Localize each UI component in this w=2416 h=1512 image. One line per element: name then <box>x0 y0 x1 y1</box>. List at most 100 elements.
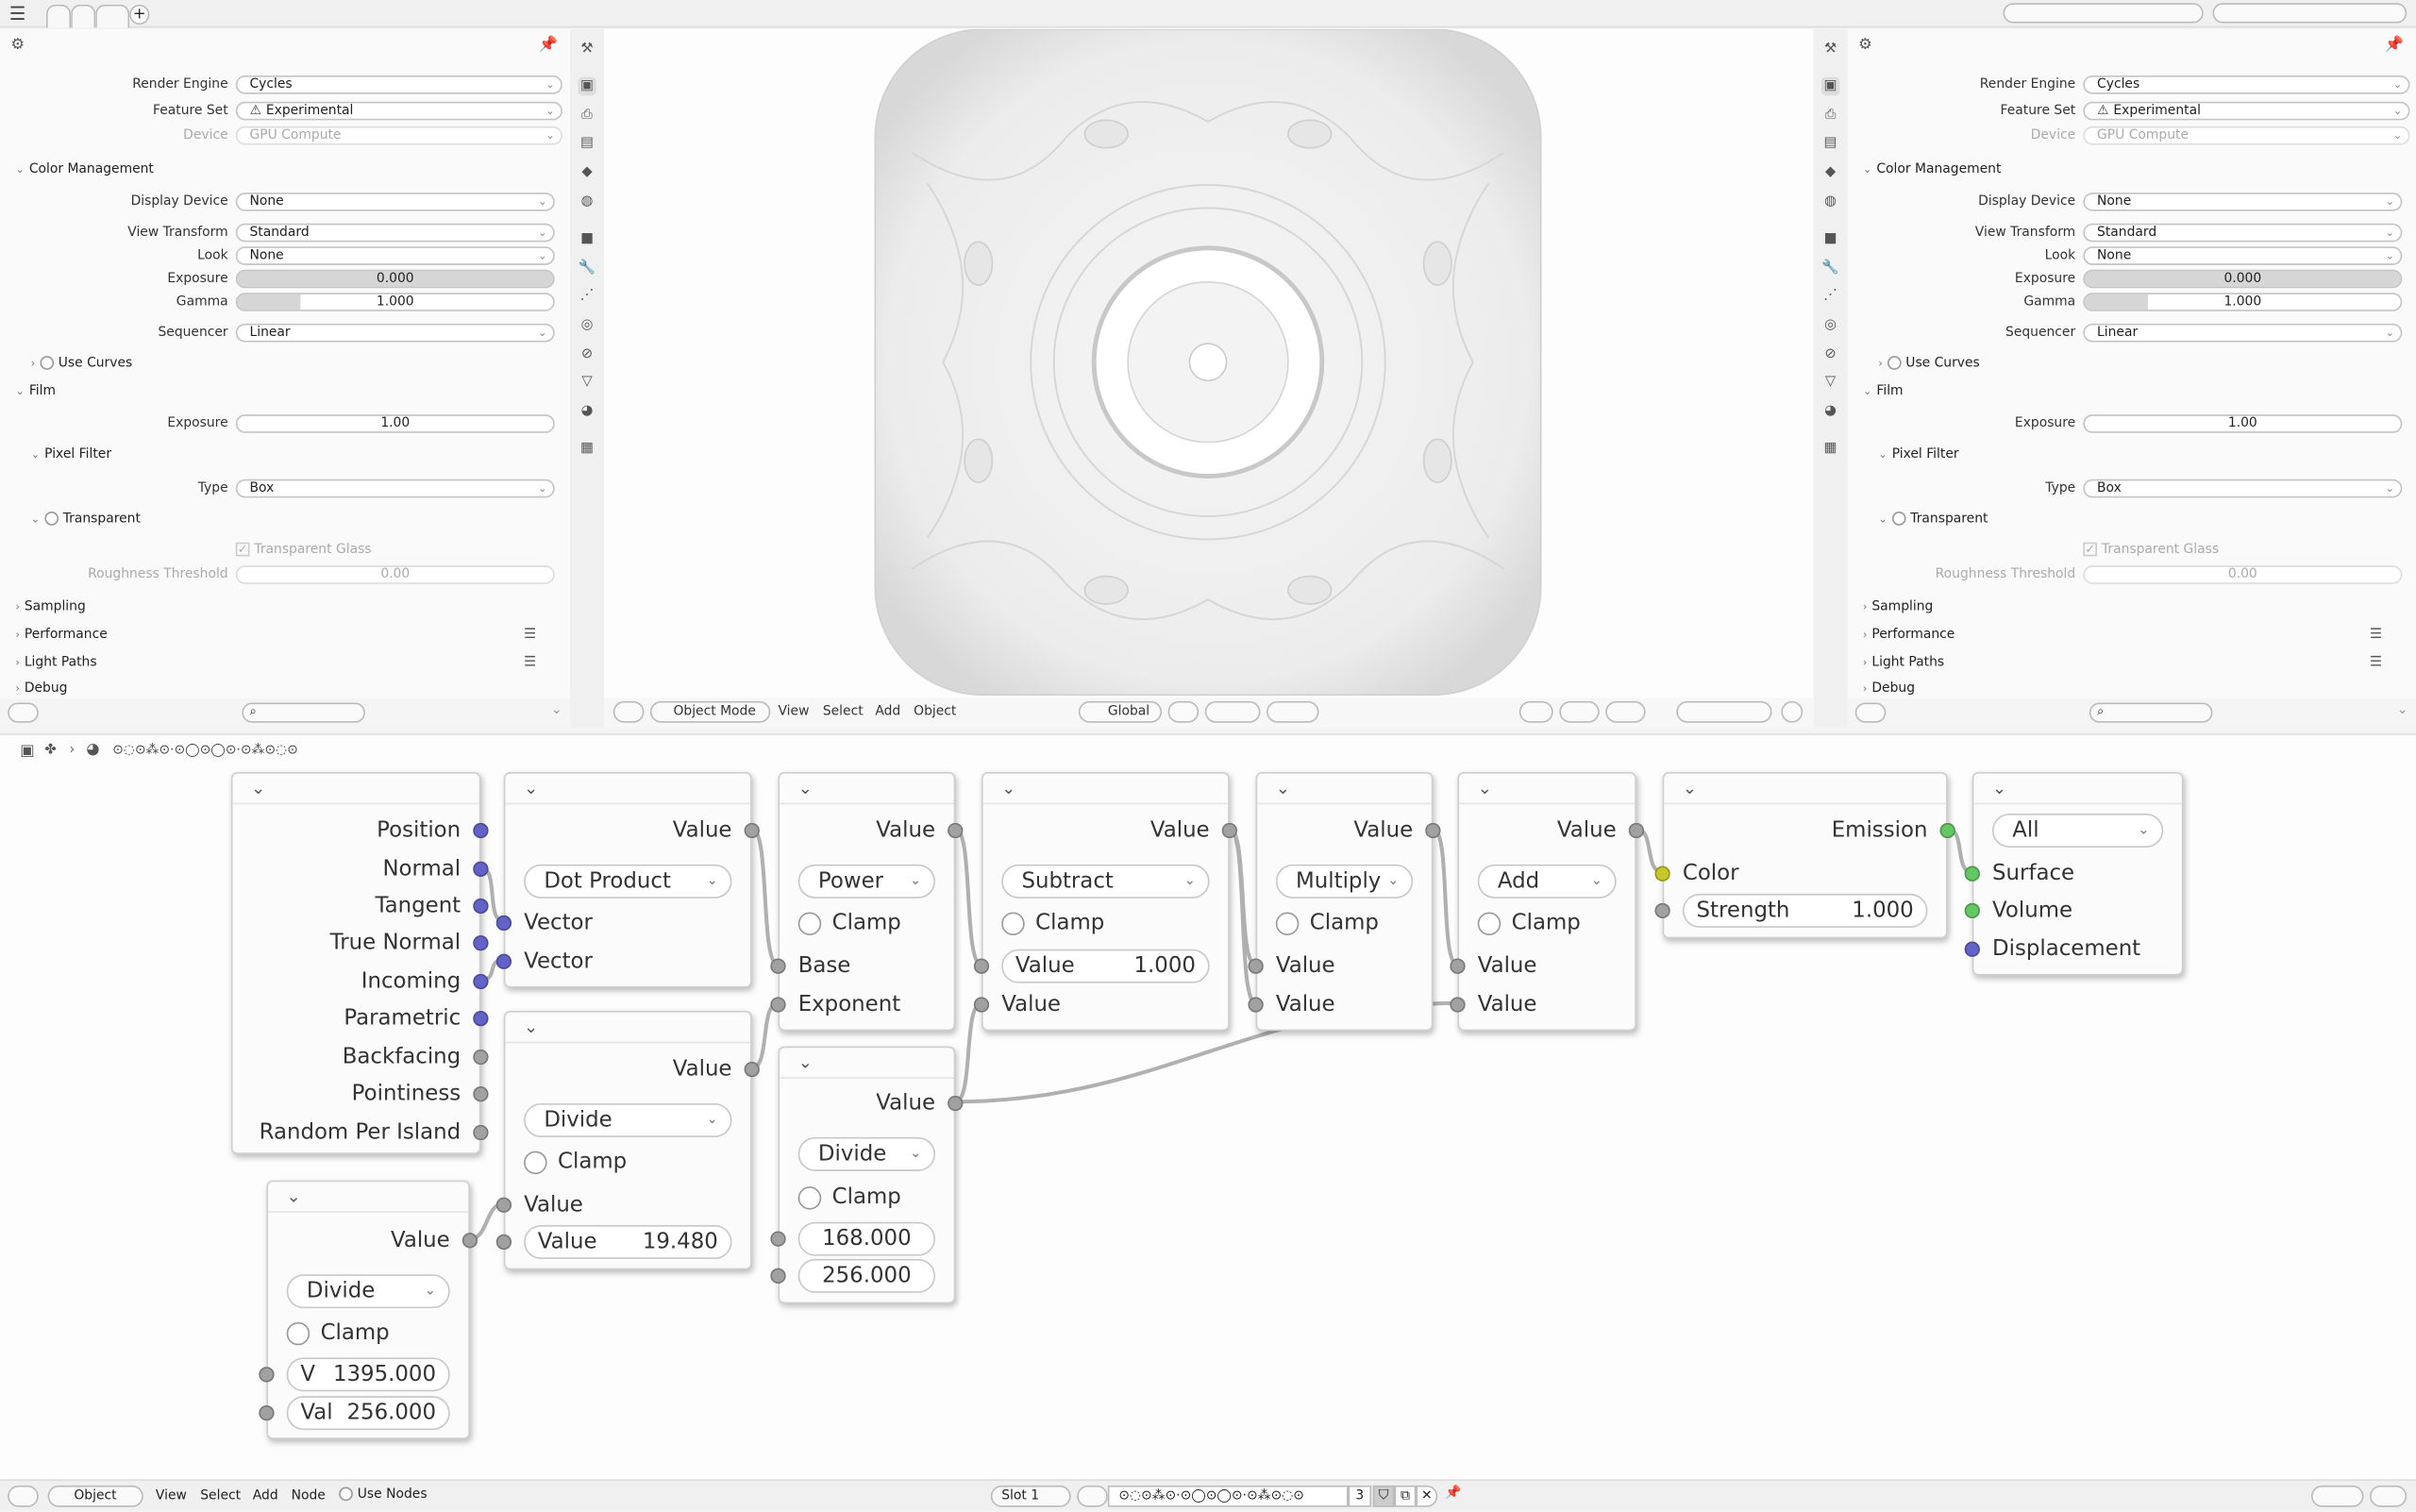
node-collapse-chevron-icon[interactable]: ⌄ <box>232 774 479 805</box>
transform-orientation-selector[interactable]: Global <box>1078 700 1163 723</box>
panel-sampling[interactable]: › Sampling <box>1863 599 1933 614</box>
type-dropdown[interactable]: Box ⌄ <box>2083 479 2403 498</box>
look-dropdown[interactable]: None ⌄ <box>235 246 555 265</box>
material-users-count[interactable]: 3 <box>1348 1485 1372 1507</box>
menu-select[interactable]: Select <box>822 704 864 720</box>
node-value-field[interactable]: V 1395.000 <box>286 1357 450 1392</box>
menu-select[interactable]: Select <box>200 1488 242 1504</box>
node-value-field[interactable]: 168.000 <box>797 1221 936 1256</box>
view-transform-dropdown[interactable]: Standard ⌄ <box>235 223 555 243</box>
pin-icon[interactable]: 📌 <box>1445 1485 1462 1502</box>
view-transform-dropdown[interactable]: Standard ⌄ <box>2083 223 2403 243</box>
clamp-checkbox[interactable] <box>1001 912 1025 936</box>
shader-type-selector[interactable]: Object <box>47 1485 143 1507</box>
socket-output[interactable] <box>744 822 760 839</box>
node-operation-dropdown[interactable]: Power ⌄ <box>797 864 936 899</box>
checkbox-transparent-glass[interactable]: ✓ Transparent Glass <box>2083 542 2219 558</box>
panel-checkbox[interactable] <box>1887 356 1902 370</box>
data-icon[interactable]: ▽ <box>581 374 593 391</box>
search-field[interactable]: ⌕ <box>2089 702 2213 723</box>
particles-icon[interactable]: ⋰ <box>579 288 595 304</box>
checkbox-transparent-glass[interactable]: ✓ Transparent Glass <box>235 542 372 558</box>
material-browse-button[interactable] <box>1077 1485 1108 1507</box>
shader-node[interactable]: ⌄ Value Add ⌄ Clamp Value Value <box>1450 771 1645 1032</box>
pivot-button[interactable] <box>1167 700 1200 723</box>
display-device-dropdown[interactable]: None ⌄ <box>2083 193 2403 211</box>
socket-input[interactable] <box>1964 865 1980 882</box>
menu-add[interactable]: Add <box>875 704 901 720</box>
exposure-field[interactable]: 0.000 <box>235 269 555 289</box>
scene-icon[interactable]: ◆ <box>581 164 593 181</box>
hamburger-icon[interactable]: ☰ <box>8 3 26 25</box>
socket-input[interactable] <box>1964 941 1980 957</box>
socket-output[interactable] <box>473 1086 489 1102</box>
panel-sampling[interactable]: › Sampling <box>15 599 85 614</box>
menu-view[interactable]: View <box>155 1488 187 1504</box>
panel-performance[interactable]: › Performance <box>1863 627 1955 642</box>
socket-output[interactable] <box>948 822 964 839</box>
feature-set-dropdown[interactable]: ⚠ Experimental ⌄ <box>2083 101 2410 121</box>
view-layer-icon[interactable]: ▤ <box>1823 135 1837 151</box>
socket-input[interactable] <box>495 1197 512 1213</box>
material-icon[interactable]: ◕ <box>1824 403 1837 420</box>
editor-type-button[interactable] <box>8 702 39 723</box>
shader-node[interactable]: ⌄ Value Divide ⌄ Clamp V 1395.000 Val 256.000 <box>259 1180 478 1439</box>
render-icon[interactable]: ▣ <box>578 76 596 96</box>
socket-output[interactable] <box>1221 822 1238 839</box>
node-value-field[interactable]: Strength 1.000 <box>1682 893 1928 928</box>
socket-input[interactable] <box>1450 958 1466 974</box>
modifier-icon[interactable]: 🔧 <box>578 260 596 277</box>
node-operation-dropdown[interactable]: Subtract ⌄ <box>1001 864 1210 899</box>
panel-light-paths[interactable]: › Light Paths <box>1863 655 1944 670</box>
list-icon[interactable]: ☰ <box>523 627 537 643</box>
panel-film[interactable]: ⌄ Film <box>15 384 56 399</box>
node-collapse-chevron-icon[interactable]: ⌄ <box>780 1048 954 1079</box>
node-value-field[interactable]: 256.000 <box>797 1258 936 1293</box>
socket-output[interactable] <box>473 861 489 877</box>
socket-output[interactable] <box>473 1124 489 1141</box>
menu-node[interactable]: Node <box>291 1488 326 1504</box>
fake-user-shield-icon[interactable]: ⛉ <box>1372 1485 1395 1507</box>
clamp-checkbox[interactable] <box>797 1186 822 1210</box>
physics-icon[interactable]: ◎ <box>1824 317 1837 333</box>
socket-input[interactable] <box>259 1367 275 1383</box>
object-icon[interactable]: ■ <box>580 230 594 247</box>
node-collapse-chevron-icon[interactable]: ⌄ <box>1459 774 1636 805</box>
panel-transparent[interactable]: ⌄ Transparent <box>1878 512 1988 527</box>
node-operation-dropdown[interactable]: Multiply ⌄ <box>1275 864 1414 899</box>
node-operation-dropdown[interactable]: Dot Product ⌄ <box>524 864 732 899</box>
socket-input[interactable] <box>1248 997 1264 1013</box>
view-layer-icon[interactable]: ▤ <box>580 135 594 151</box>
shader-node[interactable]: ⌄ Value Multiply ⌄ Clamp Value Value <box>1248 771 1441 1032</box>
shader-node[interactable]: ⌄ All ⌄ Surface Volume Displacement <box>1964 771 2184 976</box>
menu-object[interactable]: Object <box>914 704 957 720</box>
workspace-tab[interactable] <box>95 4 130 28</box>
panel-checkbox[interactable] <box>44 512 59 526</box>
panel-color-management[interactable]: ⌄ Color Management <box>15 161 154 176</box>
list-icon[interactable]: ☰ <box>523 654 537 671</box>
texture-icon[interactable]: ▦ <box>580 440 594 457</box>
look-dropdown[interactable]: None ⌄ <box>2083 246 2403 265</box>
options-icon[interactable]: ⌄ <box>550 702 562 718</box>
node-value-field[interactable]: Val 256.000 <box>286 1396 450 1431</box>
node-operation-dropdown[interactable]: Divide ⌄ <box>797 1136 936 1171</box>
pin-icon[interactable]: 📌 <box>2384 37 2404 55</box>
panel-pixel-filter[interactable]: ⌄ Pixel Filter <box>31 446 111 462</box>
material-icon[interactable]: ◕ <box>580 403 594 420</box>
feature-set-dropdown[interactable]: ⚠ Experimental ⌄ <box>235 101 562 121</box>
panel-use-curves[interactable]: › Use Curves <box>31 356 132 371</box>
socket-output[interactable] <box>461 1233 478 1249</box>
add-workspace-button[interactable]: + <box>129 4 150 25</box>
sequencer-dropdown[interactable]: Linear ⌄ <box>2083 323 2403 343</box>
modifier-icon[interactable]: 🔧 <box>1821 260 1839 277</box>
gamma-field[interactable]: 1.000 <box>235 293 555 311</box>
overlay-button[interactable] <box>2310 1485 2364 1507</box>
constraints-icon[interactable]: ⊘ <box>580 346 594 362</box>
snap-button[interactable] <box>1204 700 1261 723</box>
socket-input[interactable] <box>770 958 786 974</box>
node-operation-dropdown[interactable]: All ⌄ <box>1992 814 2164 848</box>
tool-icon[interactable]: ⚒ <box>1823 42 1837 58</box>
node-collapse-chevron-icon[interactable]: ⌄ <box>1973 774 2182 805</box>
clamp-checkbox[interactable] <box>524 1151 547 1175</box>
data-icon[interactable]: ▽ <box>1824 374 1837 391</box>
